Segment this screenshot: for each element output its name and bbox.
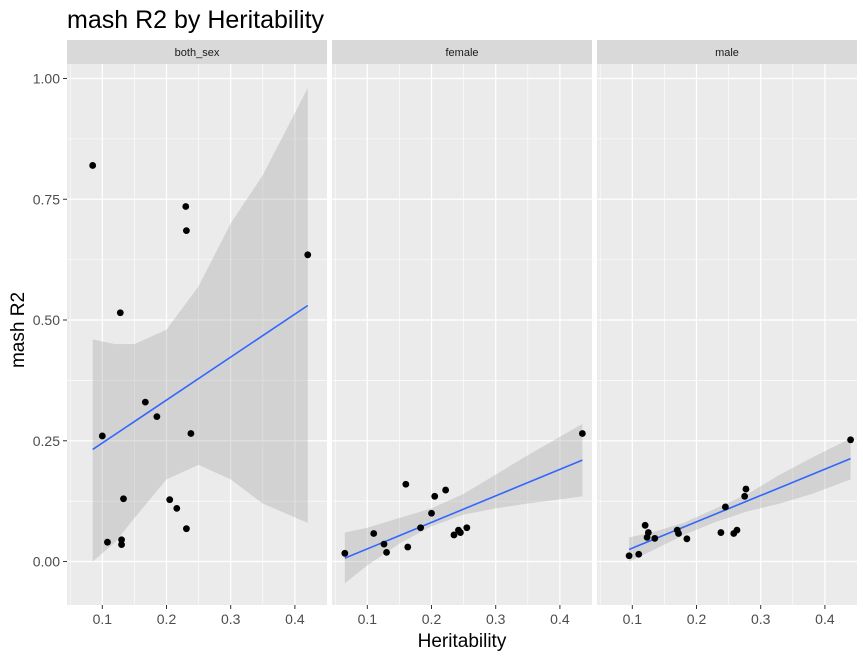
data-point — [847, 436, 854, 444]
confidence-band — [92, 88, 308, 562]
data-point — [370, 530, 378, 537]
data-point — [187, 430, 195, 437]
data-point — [98, 432, 106, 440]
data-point — [721, 503, 729, 511]
y-tick-label: 0.25 — [33, 433, 60, 449]
y-axis: 0.00 0.25 0.50 0.75 1.00 — [33, 70, 67, 570]
panel-background — [597, 64, 857, 605]
data-point — [304, 251, 312, 259]
x-tick-label: 0.3 — [751, 611, 771, 627]
x-tick-label: 0.2 — [157, 611, 177, 627]
panel-background — [67, 64, 327, 605]
facet-strip-label: both_sex — [175, 47, 220, 59]
y-tick-label: 0.00 — [33, 554, 60, 570]
data-point — [404, 543, 412, 551]
data-point — [442, 486, 450, 494]
facet-panel-female: female 0.1 0.2 0.3 0.4 — [332, 40, 592, 627]
data-point — [341, 549, 349, 557]
data-point — [463, 524, 471, 532]
chart-title: mash R2 by Heritability — [67, 6, 325, 34]
x-axis-title: Heritability — [418, 631, 507, 652]
data-point — [402, 480, 410, 488]
facet-strip-label: female — [445, 47, 478, 59]
panel-background — [332, 64, 592, 605]
y-tick-label: 0.50 — [33, 312, 60, 328]
data-point — [635, 550, 643, 558]
x-tick-label: 0.3 — [221, 611, 241, 627]
data-point — [428, 509, 435, 517]
data-point — [153, 413, 161, 421]
data-point — [118, 541, 125, 549]
facet-strip — [597, 40, 857, 64]
data-point — [383, 548, 390, 556]
regression-line — [628, 457, 851, 551]
data-point — [742, 485, 750, 493]
data-point — [683, 535, 691, 543]
data-point — [89, 162, 97, 169]
data-point — [116, 309, 124, 317]
facet-strip — [332, 40, 592, 64]
data-point — [625, 552, 633, 560]
data-point — [120, 495, 127, 503]
facet-strip-label: male — [715, 47, 739, 59]
data-point — [380, 540, 388, 548]
data-point — [118, 536, 125, 544]
facet-panel-both-sex: both_sex 0.1 0.2 0.3 0.4 — [67, 40, 327, 627]
data-point — [173, 504, 181, 512]
y-tick-label: 0.75 — [33, 191, 60, 207]
data-point — [141, 398, 149, 406]
x-tick-label: 0.4 — [285, 611, 305, 627]
x-tick-label: 0.1 — [358, 611, 378, 627]
data-point — [578, 430, 586, 437]
data-point — [675, 530, 682, 537]
confidence-band — [629, 438, 851, 562]
data-point — [741, 492, 749, 500]
data-point — [651, 534, 659, 542]
data-point — [182, 203, 190, 210]
data-point — [717, 529, 725, 536]
facet-panel-male: male 0.1 0.2 0.3 0.4 — [597, 40, 857, 627]
y-tick-label: 1.00 — [33, 70, 60, 86]
x-tick-label: 0.2 — [422, 611, 442, 627]
confidence-band — [344, 423, 583, 584]
data-point — [104, 538, 111, 546]
x-tick-label: 0.3 — [486, 611, 506, 627]
x-tick-label: 0.4 — [550, 611, 570, 627]
x-tick-label: 0.1 — [93, 611, 113, 627]
x-tick-label: 0.2 — [687, 611, 707, 627]
y-axis-title: mash R2 — [8, 292, 29, 368]
regression-line — [92, 304, 309, 451]
facet-strip — [67, 40, 327, 64]
data-point — [431, 492, 439, 500]
data-point — [456, 529, 464, 536]
data-point — [183, 227, 190, 235]
data-point — [417, 524, 424, 532]
data-point — [450, 531, 458, 539]
data-point — [183, 525, 190, 533]
data-point — [644, 529, 652, 536]
x-tick-label: 0.4 — [815, 611, 835, 627]
data-point — [641, 521, 649, 529]
data-point — [733, 526, 741, 534]
data-point — [166, 496, 174, 504]
x-tick-label: 0.1 — [623, 611, 643, 627]
